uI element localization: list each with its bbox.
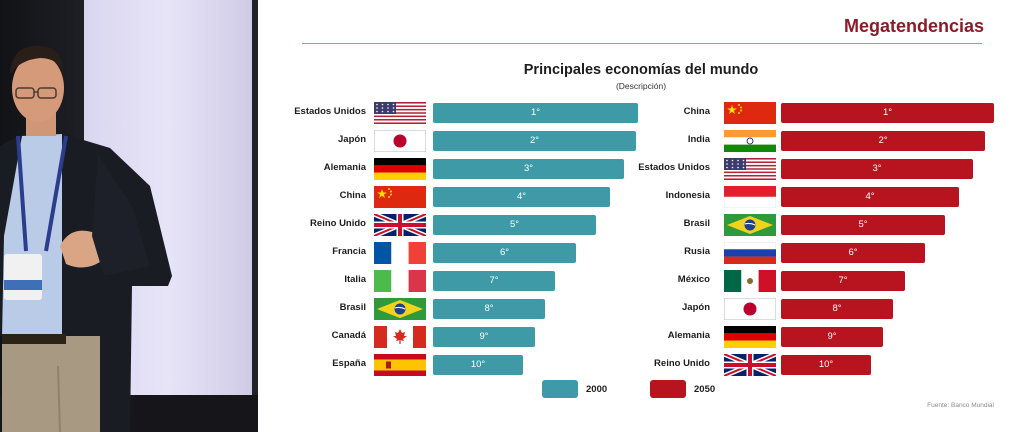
- right-ranking-row: Reino Unido 10°: [258, 353, 1024, 377]
- country-label: China: [339, 190, 366, 201]
- rank-bar-2000: 8°: [433, 299, 545, 319]
- country-label: Alemania: [323, 162, 366, 173]
- brazil-flag: [374, 298, 426, 320]
- canada-flag: [374, 326, 426, 348]
- country-label: España: [332, 358, 366, 369]
- rank-bar-2050: 1°: [781, 103, 994, 123]
- france-flag: [374, 242, 426, 264]
- india-flag: [724, 130, 776, 152]
- country-label: Brasil: [683, 218, 710, 229]
- brazil-flag: [724, 214, 776, 236]
- slide-header: Megatendencias: [258, 0, 1024, 46]
- legend-swatch-2000: [542, 380, 578, 398]
- country-label: China: [683, 106, 710, 117]
- rank-bar-2050: 5°: [781, 215, 945, 235]
- indonesia-flag: [724, 186, 776, 208]
- right-ranking-row: México 7°: [258, 269, 1024, 293]
- right-ranking-row: Indonesia 4°: [258, 185, 1024, 209]
- rank-bar-2000: 1°: [433, 103, 638, 123]
- right-ranking-row: India 2°: [258, 129, 1024, 153]
- left-ranking-row: Japón 2°: [258, 129, 1024, 153]
- country-label: Indonesia: [665, 190, 710, 201]
- country-label: Estados Unidos: [294, 106, 366, 117]
- right-ranking-row: China 1°: [258, 101, 1024, 125]
- country-label: India: [687, 134, 710, 145]
- rank-bar-2000: 6°: [433, 243, 576, 263]
- italy-flag: [374, 270, 426, 292]
- rank-bar-2000: 5°: [433, 215, 596, 235]
- rank-bar-2000: 9°: [433, 327, 535, 347]
- country-label: Reino Unido: [654, 358, 710, 369]
- china-flag: [374, 186, 426, 208]
- rank-bar-2050: 6°: [781, 243, 925, 263]
- japan-flag: [374, 130, 426, 152]
- rank-bar-2050: 8°: [781, 299, 893, 319]
- country-label: Francia: [332, 246, 366, 257]
- legend-swatch-2050: [650, 380, 686, 398]
- germany-flag: [724, 326, 776, 348]
- rank-bar-2050: 10°: [781, 355, 871, 375]
- left-ranking-row: China 4°: [258, 185, 1024, 209]
- usa-flag: [724, 158, 776, 180]
- right-ranking-row: Brasil 5°: [258, 213, 1024, 237]
- rank-bar-2000: 3°: [433, 159, 624, 179]
- country-label: Estados Unidos: [638, 162, 710, 173]
- right-ranking-row: Alemania 9°: [258, 325, 1024, 349]
- slide-title: Megatendencias: [843, 16, 984, 36]
- country-label: Japón: [682, 302, 710, 313]
- rank-bar-2050: 3°: [781, 159, 973, 179]
- left-ranking-row: Estados Unidos 1°: [258, 101, 1024, 125]
- country-label: Canadá: [331, 330, 366, 341]
- spain-flag: [374, 354, 426, 376]
- chart-subtitle: (Descripción): [615, 81, 667, 91]
- country-label: Italia: [344, 274, 366, 285]
- chart-title: Principales economías del mundo: [523, 62, 759, 78]
- right-ranking-row: Estados Unidos 3°: [258, 157, 1024, 181]
- mexico-flag: [724, 270, 776, 292]
- rank-bar-2050: 4°: [781, 187, 959, 207]
- rank-bar-2000: 10°: [433, 355, 523, 375]
- left-ranking-row: Canadá 9°: [258, 325, 1024, 349]
- rank-bar-2050: 9°: [781, 327, 883, 347]
- china-flag: [724, 102, 776, 124]
- right-ranking-row: Japón 8°: [258, 297, 1024, 321]
- japan-flag: [724, 298, 776, 320]
- rank-bar-2000: 2°: [433, 131, 636, 151]
- left-ranking-row: Francia 6°: [258, 241, 1024, 265]
- source-note: Fuente: Banco Mundial: [927, 402, 994, 409]
- left-ranking-row: Brasil 8°: [258, 297, 1024, 321]
- rank-bar-2000: 4°: [433, 187, 610, 207]
- uk-flag: [724, 354, 776, 376]
- country-label: México: [677, 274, 710, 285]
- legend-label-2000: 2000: [586, 384, 608, 395]
- rank-bar-2050: 7°: [781, 271, 905, 291]
- left-ranking-row: Reino Unido 5°: [258, 213, 1024, 237]
- rank-bar-2050: 2°: [781, 131, 985, 151]
- legend-label-2050: 2050: [694, 384, 716, 395]
- country-label: Brasil: [339, 302, 366, 313]
- left-ranking-row: Alemania 3°: [258, 157, 1024, 181]
- usa-flag: [374, 102, 426, 124]
- left-ranking-row: Italia 7°: [258, 269, 1024, 293]
- speaker-photo: [0, 45, 172, 432]
- country-label: Rusia: [684, 246, 710, 257]
- russia-flag: [724, 242, 776, 264]
- rank-bar-2000: 7°: [433, 271, 555, 291]
- presentation-slide: Megatendencias Principales economías del…: [258, 0, 1024, 432]
- header-divider: [302, 43, 982, 44]
- left-ranking-row: España 10°: [258, 353, 1024, 377]
- germany-flag: [374, 158, 426, 180]
- country-label: Alemania: [667, 330, 710, 341]
- country-label: Reino Unido: [310, 218, 366, 229]
- right-ranking-row: Rusia 6°: [258, 241, 1024, 265]
- uk-flag: [374, 214, 426, 236]
- country-label: Japón: [338, 134, 366, 145]
